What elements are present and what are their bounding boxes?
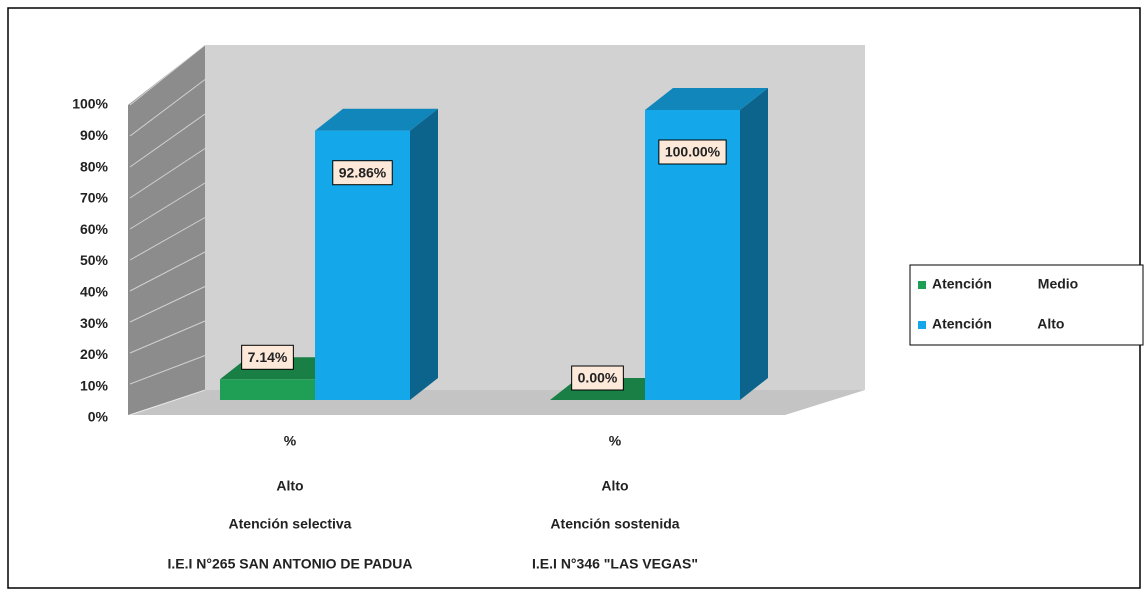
x-tick-label: Alto bbox=[276, 478, 303, 494]
y-tick-label: 10% bbox=[80, 377, 109, 393]
x-tick-label: Atención selectiva bbox=[229, 516, 352, 532]
legend-swatch bbox=[918, 321, 926, 329]
grid-line bbox=[129, 320, 206, 354]
x-tick-label: % bbox=[609, 433, 622, 449]
bar-top bbox=[645, 88, 768, 110]
grid-line bbox=[129, 148, 206, 199]
x-tick-label: Alto bbox=[601, 478, 628, 494]
legend-swatch bbox=[918, 281, 926, 289]
y-tick-label: 60% bbox=[80, 221, 109, 237]
bar-side bbox=[410, 108, 438, 401]
x-tick-label: I.E.I N°265 SAN ANTONIO DE PADUA bbox=[168, 556, 413, 572]
grid-line bbox=[129, 355, 206, 385]
y-tick-label: 50% bbox=[80, 252, 109, 268]
y-tick-label: 30% bbox=[80, 315, 109, 331]
value-label-box bbox=[332, 160, 393, 186]
legend-box bbox=[909, 264, 1144, 346]
y-tick-label: 40% bbox=[80, 284, 109, 300]
legend-label: Atención Medio bbox=[932, 276, 1078, 292]
x-tick-label: Atención sostenida bbox=[550, 516, 679, 532]
legend-label: Atención Alto bbox=[932, 316, 1064, 332]
x-tick-label: % bbox=[284, 433, 297, 449]
grid-line bbox=[129, 286, 206, 323]
grid-line bbox=[129, 389, 206, 416]
value-label-box bbox=[571, 365, 624, 391]
value-label: 7.14% bbox=[248, 349, 288, 365]
value-label: 100.00% bbox=[665, 144, 721, 160]
bar bbox=[220, 379, 315, 400]
grid-line bbox=[129, 79, 206, 137]
grid-line bbox=[129, 217, 206, 261]
y-tick-label: 70% bbox=[80, 190, 109, 206]
y-tick-label: 20% bbox=[80, 346, 109, 362]
x-tick-label: I.E.I N°346 "LAS VEGAS" bbox=[532, 556, 698, 572]
bar-side bbox=[740, 88, 768, 400]
y-tick-label: 80% bbox=[80, 158, 109, 174]
y-tick-label: 100% bbox=[72, 96, 108, 112]
grid-line bbox=[129, 44, 206, 106]
value-label-box bbox=[241, 344, 294, 370]
value-label-box bbox=[658, 139, 727, 165]
value-label: 92.86% bbox=[339, 164, 387, 180]
grid-line bbox=[129, 182, 206, 230]
grid-line bbox=[129, 251, 206, 292]
bar-top bbox=[315, 108, 438, 131]
y-tick-label: 0% bbox=[88, 409, 109, 425]
y-tick-label: 90% bbox=[80, 127, 109, 143]
side-wall bbox=[128, 45, 205, 415]
grid-line bbox=[129, 113, 206, 168]
value-label: 0.00% bbox=[578, 370, 618, 386]
